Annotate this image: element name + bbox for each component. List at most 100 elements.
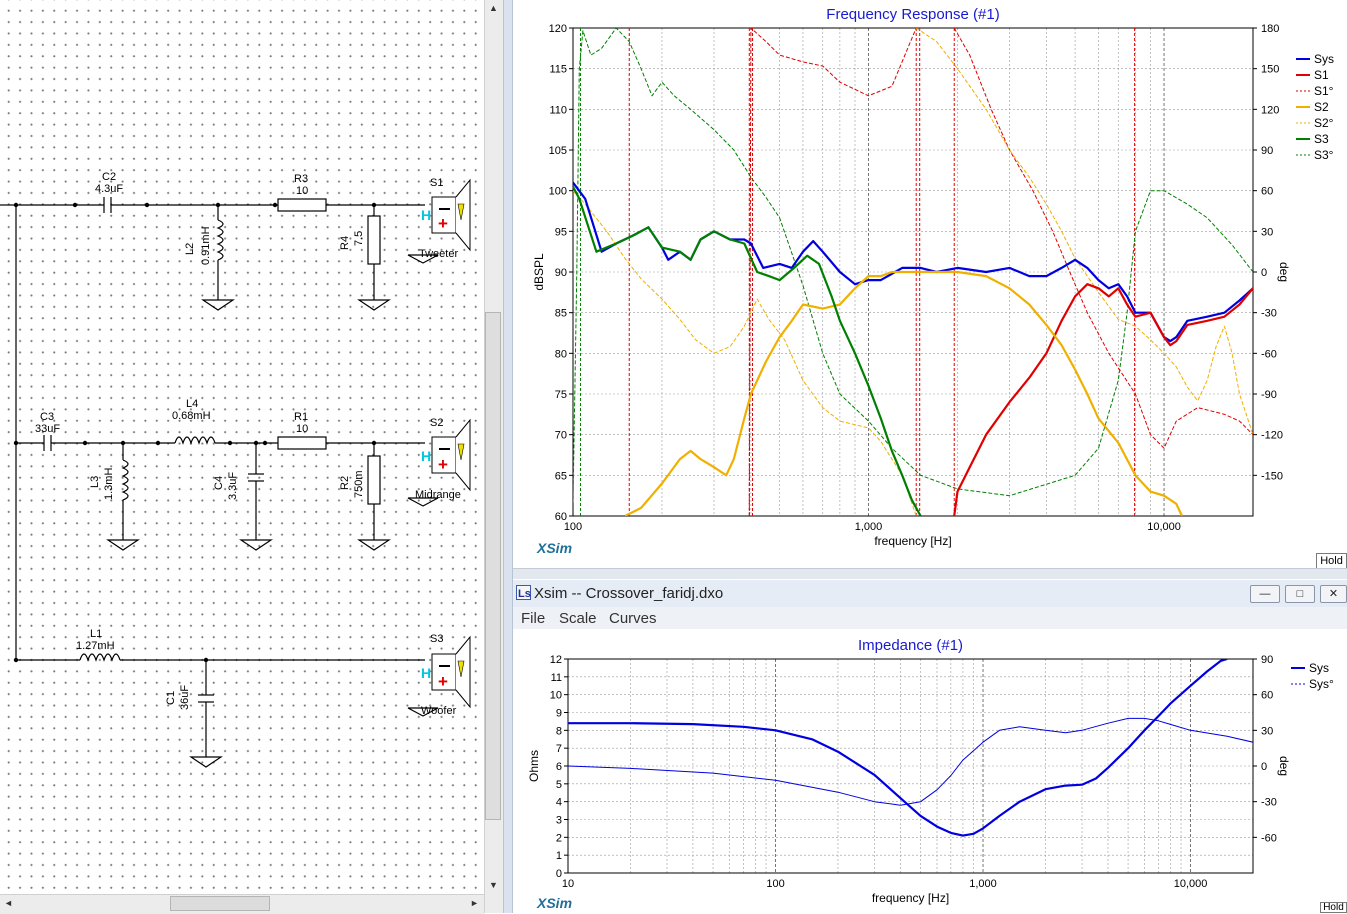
close-button[interactable]: ✕ — [1320, 585, 1347, 603]
s3-ref: S3 — [430, 633, 443, 645]
freq-y-tick-label: 65 — [555, 470, 567, 482]
imp-x-axis-label: frequency [Hz] — [872, 891, 949, 905]
r2-ref: R2 — [339, 476, 351, 490]
freq-x-tick-label: 10,000 — [1147, 521, 1181, 533]
pane-splitter[interactable] — [503, 0, 513, 913]
freq-y-axis-label: dBSPL — [532, 253, 546, 291]
freq-legend-label: S1 — [1314, 68, 1329, 82]
imp-y2-tick-label: 30 — [1261, 725, 1273, 737]
window-gap — [513, 568, 1347, 579]
freq-legend-label: S1° — [1314, 84, 1334, 98]
freq-y2-tick-label: -60 — [1261, 348, 1277, 360]
imp-x-tick-label: 10,000 — [1174, 878, 1208, 890]
l3-value: 1.3mH — [103, 468, 115, 500]
c3-value: 33uF — [35, 423, 60, 435]
freq-y-tick-label: 90 — [555, 267, 567, 279]
svg-text:+: + — [438, 672, 448, 691]
r3-value: 10 — [296, 185, 308, 197]
freq-y-tick-label: 115 — [549, 64, 567, 76]
imp-x-tick-label: 100 — [766, 878, 784, 890]
freq-series-s3-phase — [573, 28, 1253, 503]
freq-y-tick-label: 100 — [549, 186, 567, 198]
c4-ref: C4 — [213, 476, 225, 490]
imp-y-tick-label: 0 — [556, 868, 562, 880]
freq-y-tick-label: 80 — [555, 348, 567, 360]
svg-text:+: + — [438, 214, 448, 233]
menu-scale[interactable]: Scale — [559, 610, 597, 627]
freq-series-sys — [573, 181, 1253, 343]
freq-series-s2 — [624, 270, 1183, 516]
maximize-button[interactable]: □ — [1285, 585, 1315, 603]
svg-text:H: H — [421, 448, 431, 464]
freq-y2-tick-label: 0 — [1261, 267, 1267, 279]
imp-y-tick-label: 12 — [550, 654, 562, 666]
imp-legend-label: Sys — [1309, 661, 1329, 675]
imp-x-tick-label: 10 — [562, 878, 574, 890]
c1-value: 36uF — [179, 685, 191, 710]
imp-plot-frame — [567, 658, 1254, 874]
scroll-right-button[interactable]: ► — [470, 898, 479, 908]
freq-y2-tick-label: -150 — [1261, 470, 1283, 482]
imp-chart-title: Impedance (#1) — [858, 637, 963, 654]
imp-y-tick-label: 3 — [556, 815, 562, 827]
c4-value: 3.3uF — [227, 472, 239, 500]
l3-ref: L3 — [89, 476, 101, 488]
horizontal-scroll-thumb[interactable] — [170, 896, 270, 911]
s1-label: Tweeter — [419, 248, 458, 260]
freq-x-tick-label: 1,000 — [855, 521, 883, 533]
scroll-up-button[interactable]: ▲ — [489, 3, 498, 13]
imp-y-tick-label: 1 — [556, 850, 562, 862]
speaker-s1-symbol[interactable]: H + — [421, 178, 471, 252]
freq-y2-tick-label: -120 — [1261, 430, 1283, 442]
imp-y-tick-label: 8 — [556, 725, 562, 737]
xsim-app-icon: Ls — [516, 585, 531, 600]
vertical-scroll-thumb[interactable] — [485, 312, 501, 820]
freq-series-s2-phase — [573, 190, 917, 516]
c3-ref: C3 — [40, 411, 54, 423]
freq-xsim-logo: XSim — [537, 540, 573, 556]
menu-file[interactable]: File — [521, 610, 546, 627]
svg-text:H: H — [421, 207, 431, 223]
l4-ref: L4 — [186, 398, 198, 410]
freq-y2-tick-label: -30 — [1261, 308, 1277, 320]
freq-series-s1 — [953, 283, 1253, 516]
scroll-left-button[interactable]: ◄ — [4, 898, 13, 908]
freq-y2-axis-label: deg — [1277, 262, 1291, 282]
freq-y-tick-label: 75 — [555, 389, 567, 401]
r1-ref: R1 — [294, 411, 308, 423]
schematic-drawing[interactable]: H + H + H + C2 4.3uF L2 0.91mH R3 10 R4 … — [0, 0, 484, 894]
freq-y2-tick-label: 120 — [1261, 104, 1279, 116]
imp-series-sys-phase — [568, 717, 1253, 806]
scroll-down-button[interactable]: ▼ — [489, 880, 498, 890]
r3-ref: R3 — [294, 173, 308, 185]
speaker-s3-symbol[interactable]: H + — [421, 635, 471, 709]
imp-y2-tick-label: -30 — [1261, 797, 1277, 809]
freq-legend-label: S3° — [1314, 148, 1334, 162]
s1-ref: S1 — [430, 177, 443, 189]
freq-x-tick-label: 100 — [564, 521, 582, 533]
imp-y2-axis-label: deg — [1277, 756, 1291, 776]
imp-y-axis-label: Ohms — [527, 750, 541, 782]
menu-curves[interactable]: Curves — [609, 610, 657, 627]
freq-legend-label: S2° — [1314, 116, 1334, 130]
c1-ref: C1 — [165, 691, 177, 705]
imp-y-tick-label: 7 — [556, 743, 562, 755]
s3-label: Woofer — [421, 705, 457, 717]
freq-legend-label: S2 — [1314, 100, 1329, 114]
minimize-button[interactable]: — — [1250, 585, 1280, 603]
freq-hold-button[interactable]: Hold — [1316, 553, 1347, 569]
s2-ref: S2 — [430, 417, 443, 429]
impedance-window-titlebar[interactable] — [513, 580, 1347, 607]
freq-y2-tick-label: 150 — [1261, 64, 1279, 76]
freq-y-tick-label: 95 — [555, 226, 567, 238]
imp-y-tick-label: 11 — [551, 672, 562, 684]
speaker-s2-symbol[interactable]: H + — [421, 418, 471, 492]
schematic-canvas[interactable] — [0, 0, 503, 913]
imp-y-tick-label: 4 — [556, 797, 562, 809]
imp-hold-button[interactable]: Hold — [1320, 902, 1347, 913]
imp-y-tick-label: 2 — [556, 832, 562, 844]
s2-label: Midrange — [415, 489, 461, 501]
imp-y2-tick-label: 0 — [1261, 761, 1267, 773]
frequency-response-chart[interactable]: 60 65 70 75 80 85 90 95 100 105 110 115 120 -150 -120 -… — [513, 0, 1347, 568]
